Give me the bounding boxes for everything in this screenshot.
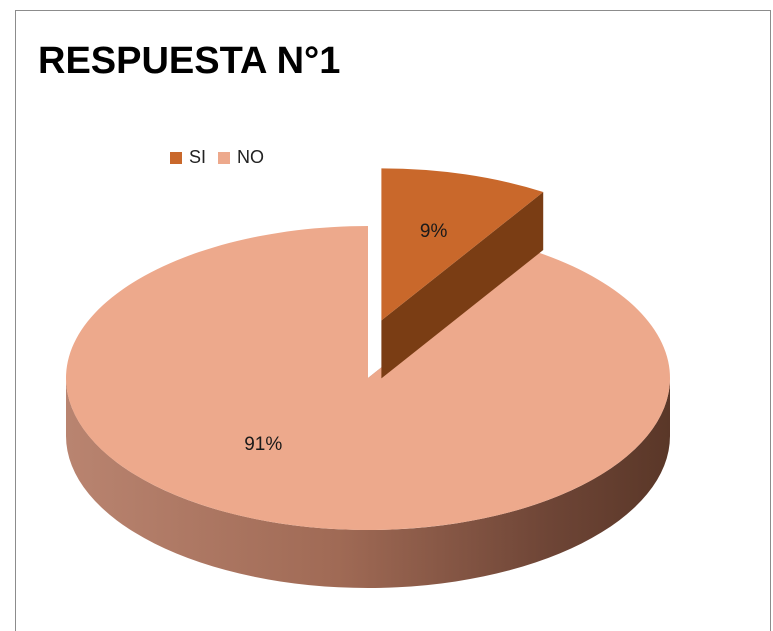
legend-item-no: NO bbox=[218, 147, 264, 168]
chart-title: RESPUESTA N°1 bbox=[38, 40, 341, 82]
pie-slice-si: 9% bbox=[381, 168, 544, 379]
chart-legend: SI NO bbox=[170, 147, 276, 168]
legend-label-si: SI bbox=[189, 147, 207, 167]
legend-swatch-si bbox=[170, 151, 182, 164]
pie-side-no-0 bbox=[66, 378, 670, 588]
pie-wall-si-1 bbox=[381, 192, 544, 379]
data-label-no: 91% bbox=[244, 434, 282, 455]
pie-slice-no: 91% bbox=[65, 226, 671, 588]
legend-label-no: NO bbox=[237, 147, 265, 167]
data-label-si: 9% bbox=[420, 221, 448, 242]
pie-top-si bbox=[381, 168, 544, 321]
pie-top-no bbox=[65, 226, 671, 531]
legend-item-si: SI bbox=[170, 147, 206, 168]
legend-swatch-no bbox=[218, 151, 231, 164]
